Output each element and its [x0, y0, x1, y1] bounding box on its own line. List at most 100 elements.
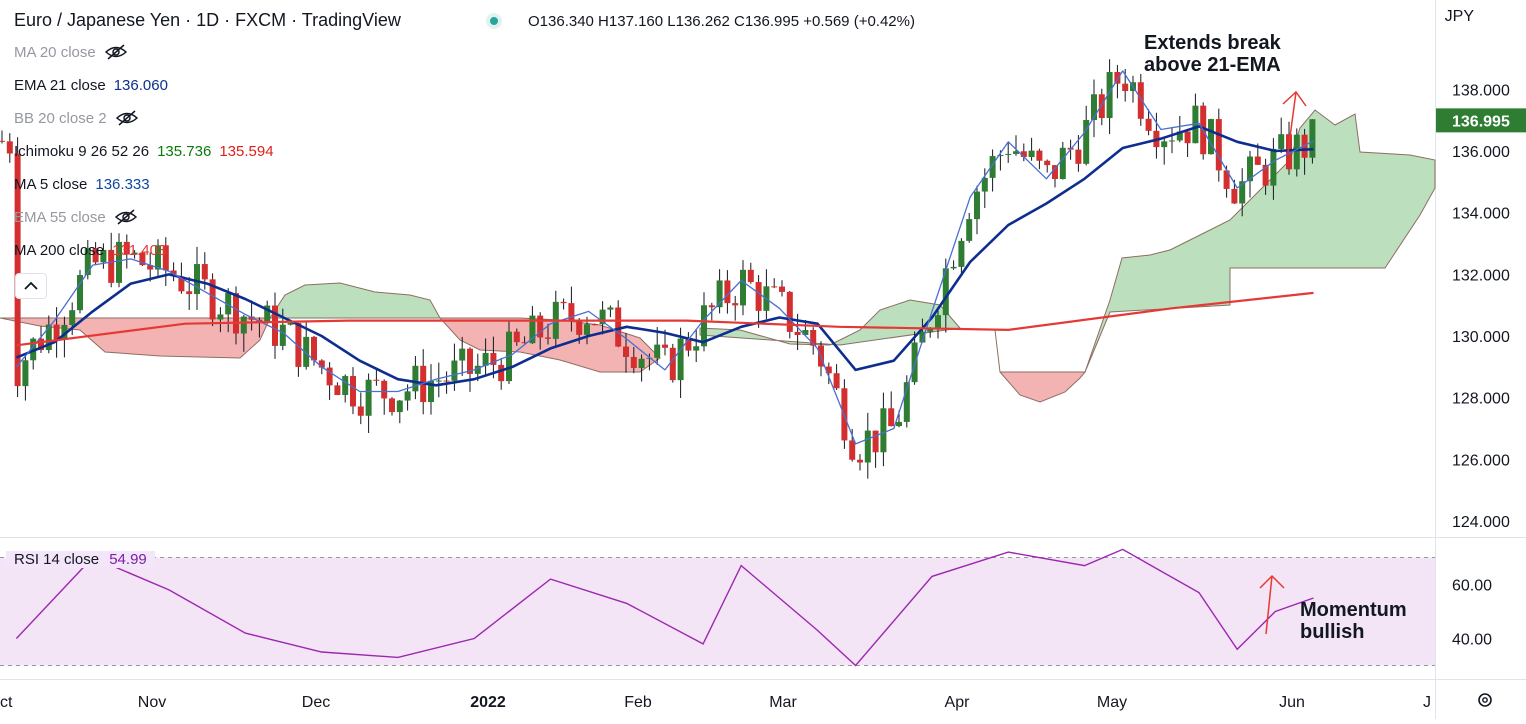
arrow-up-icon: [1282, 90, 1307, 153]
candle-body: [365, 379, 372, 416]
eye-off-icon[interactable]: [114, 209, 138, 229]
candle-body: [708, 305, 715, 308]
candle-body: [958, 240, 965, 267]
candle-body: [989, 156, 996, 178]
last-price-badge: [1436, 108, 1526, 133]
candle-body: [1215, 119, 1222, 171]
eye-off-icon[interactable]: [104, 44, 128, 64]
candle-body: [537, 315, 544, 338]
candle-body: [872, 430, 879, 453]
candle-body: [467, 348, 473, 374]
rsi-band: [0, 557, 1435, 666]
candle-body: [740, 269, 746, 306]
candle-body: [1223, 170, 1230, 189]
candle-body: [1176, 131, 1183, 141]
candle-body: [1262, 164, 1269, 186]
currency-label[interactable]: JPY: [1444, 8, 1474, 25]
candle-body: [451, 360, 458, 381]
legend-row[interactable]: EMA 55 close: [14, 209, 138, 229]
symbol-title[interactable]: Euro / Japanese Yen · 1D · FXCM · Tradin…: [14, 10, 401, 30]
candle-body: [1122, 83, 1129, 91]
candle-body: [888, 408, 895, 427]
candle-body: [747, 269, 754, 283]
candle-body: [630, 356, 637, 369]
candle-body: [1293, 134, 1300, 170]
candle-body: [1169, 140, 1175, 142]
price-tick-label: 128.000: [1452, 391, 1510, 408]
candle-body: [139, 252, 146, 266]
candle-body: [529, 315, 536, 344]
candle-body: [1098, 94, 1105, 119]
annotation-bottom-line-1: Momentum: [1300, 599, 1407, 621]
legend-row[interactable]: Ichimoku 9 26 52 26 135.736 135.594: [14, 143, 274, 160]
candle-body: [69, 310, 76, 325]
candle-body: [474, 365, 481, 374]
legend-row[interactable]: MA 5 close 136.333: [14, 176, 150, 193]
candle-body: [404, 391, 411, 401]
candle-body: [786, 291, 793, 332]
candle-body: [14, 153, 21, 387]
legend-row[interactable]: MA 20 close: [14, 44, 128, 64]
candle-body: [123, 241, 130, 255]
price-tick-label: 126.000: [1452, 452, 1510, 469]
candle-body: [443, 380, 450, 382]
legend-label: Ichimoku 9 26 52 26: [14, 143, 150, 160]
candle-body: [919, 331, 926, 343]
candle-body: [22, 360, 29, 387]
candle-body: [911, 342, 918, 383]
candle-body: [521, 342, 528, 344]
annotation-top-line-2: above 21-EMA: [1144, 54, 1281, 76]
candle-body: [279, 324, 286, 346]
time-tick-label: Apr: [945, 694, 971, 711]
candle-body: [334, 385, 341, 396]
rsi-tick-label: 40.00: [1452, 632, 1492, 649]
candle-body: [755, 282, 762, 311]
legend-label: MA 5 close: [14, 176, 88, 193]
time-tick-label: Jun: [1279, 694, 1305, 711]
collapse-legend-button[interactable]: [15, 273, 47, 299]
legend-label: EMA 21 close: [14, 77, 106, 94]
candle-body: [677, 338, 684, 381]
candle-body: [560, 301, 567, 304]
legend-row[interactable]: EMA 21 close 136.060: [14, 77, 168, 94]
candle-body: [482, 352, 489, 366]
candle-body: [201, 264, 208, 280]
candle-body: [272, 305, 278, 346]
candle-body: [264, 305, 271, 323]
candle-body: [287, 323, 294, 325]
series-ma-5-close: [15, 70, 1314, 445]
candle-body: [1028, 150, 1035, 158]
candle-body: [1239, 181, 1246, 204]
legend-row[interactable]: MA 200 close 131.403: [14, 242, 166, 259]
candle-body: [1052, 165, 1058, 180]
eye-off-icon[interactable]: [115, 110, 139, 130]
rsi-tick-label: 60.00: [1452, 578, 1492, 595]
candle-body: [1208, 119, 1214, 155]
candle-body: [864, 430, 871, 463]
candle-body: [685, 338, 692, 351]
candle-body: [950, 266, 957, 269]
candle-body: [693, 346, 700, 351]
legend-row[interactable]: BB 20 close 2: [14, 110, 139, 130]
legend-value: 135.594: [219, 143, 274, 160]
candle-body: [935, 315, 941, 330]
candle-body: [545, 337, 551, 339]
candle-body: [100, 249, 107, 263]
candle-body: [654, 344, 661, 358]
candle-body: [1286, 134, 1292, 170]
time-tick-label: Dec: [302, 694, 330, 711]
price-tick-label: 134.000: [1452, 206, 1510, 223]
candle-body: [357, 406, 364, 416]
legend-value: 135.736: [157, 143, 212, 160]
candle-body: [373, 379, 380, 381]
ohlc-readout: O136.340 H137.160 L136.262 C136.995 +0.5…: [528, 13, 915, 30]
legend-label: EMA 55 close: [14, 209, 106, 226]
candle-body: [1059, 147, 1066, 180]
candle-body: [318, 360, 325, 368]
series-rsi-14-close: [15, 548, 1314, 667]
candle-body: [849, 440, 856, 460]
candle-body: [825, 366, 832, 374]
rsi-legend: RSI 14 close 54.99: [6, 551, 155, 568]
